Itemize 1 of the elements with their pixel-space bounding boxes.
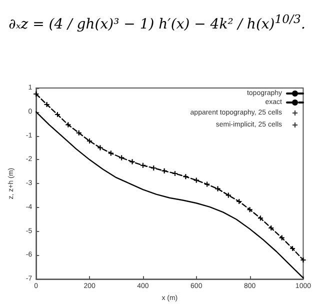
text: ∂ₓz = (4 / gh(x)³ − 1) h′(x) − 4k² / h(x)$^{10/3}$. [8, 12, 306, 33]
